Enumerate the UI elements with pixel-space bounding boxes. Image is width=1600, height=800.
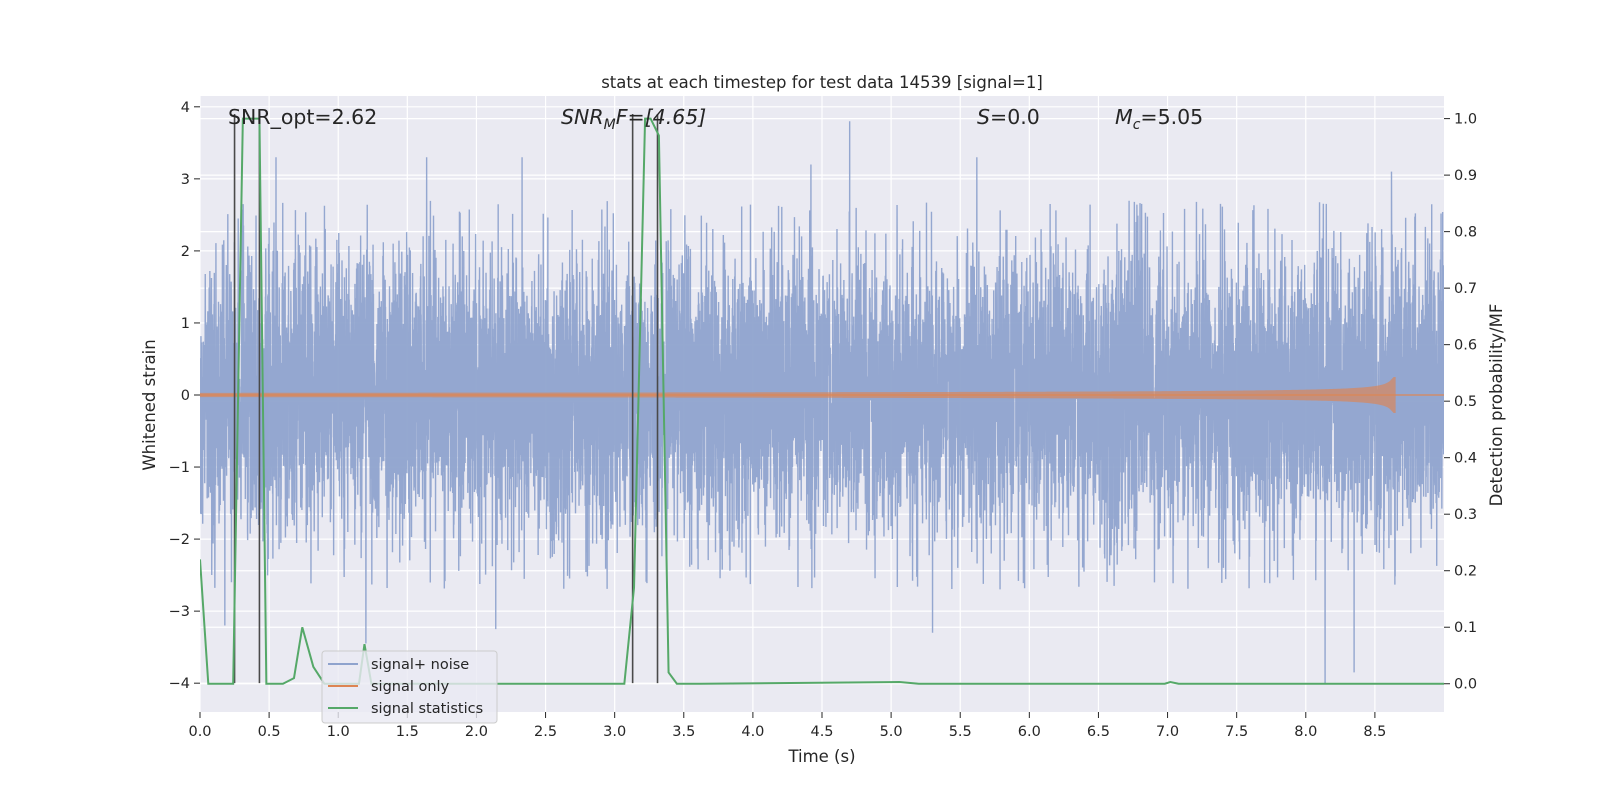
x-tick-label: 6.5 (1087, 724, 1110, 740)
y2-tick-label: 0.4 (1454, 451, 1477, 467)
y-axis-right: 0.0 0.1 0.2 0.3 0.4 0.5 0.6 0.7 0.8 0.9 1.0 (1444, 112, 1477, 693)
x-tick-label: 6.0 (1018, 724, 1041, 740)
x-tick-label: 7.5 (1225, 724, 1248, 740)
x-tick-label: 0.0 (188, 724, 211, 740)
y-tick-label: −3 (169, 604, 190, 620)
x-tick-label: 2.5 (534, 724, 557, 740)
y2-tick-label: 1.0 (1454, 112, 1477, 128)
y-tick-label: 0 (181, 388, 190, 404)
legend-label-noise: signal+ noise (371, 657, 469, 673)
chart-title: stats at each timestep for test data 145… (601, 73, 1043, 92)
y2-tick-label: 0.2 (1454, 564, 1477, 580)
legend-label-stats: signal statistics (371, 701, 483, 717)
x-tick-label: 4.5 (810, 724, 833, 740)
x-tick-label: 5.0 (880, 724, 903, 740)
x-tick-label: 0.5 (258, 724, 281, 740)
x-tick-label: 5.5 (949, 724, 972, 740)
y-axis-left: −4 −3 −2 −1 0 1 2 3 4 (169, 100, 200, 692)
legend: signal+ noise signal only signal statist… (321, 650, 498, 724)
y-tick-label: −1 (169, 460, 190, 476)
y-tick-label: −2 (169, 532, 190, 548)
y2-tick-label: 0.7 (1454, 281, 1477, 297)
x-tick-label: 1.0 (327, 724, 350, 740)
y2-tick-label: 0.8 (1454, 225, 1477, 241)
y2-tick-label: 0.0 (1454, 677, 1477, 693)
x-axis: 0.0 0.5 1.0 1.5 2.0 2.5 3.0 3.5 4.0 4.5 5.0 5.5 6.0 6… (188, 712, 1386, 740)
x-tick-label: 8.5 (1363, 724, 1386, 740)
x-tick-label: 7.0 (1156, 724, 1179, 740)
y-tick-label: −4 (169, 676, 190, 692)
y2-tick-label: 0.9 (1454, 168, 1477, 184)
x-tick-label: 4.0 (741, 724, 764, 740)
y2-axis-label: Detection probability/MF (1487, 304, 1506, 507)
legend-box (321, 650, 498, 724)
annotation-snr-mf: SNRMF=[4.65] (561, 105, 706, 133)
annotation-mc: Mc=5.05 (1115, 105, 1203, 133)
y-tick-label: 3 (181, 172, 190, 188)
x-tick-label: 3.5 (672, 724, 695, 740)
y-tick-label: 2 (181, 244, 190, 260)
x-tick-label: 8.0 (1294, 724, 1317, 740)
x-axis-label: Time (s) (787, 747, 855, 766)
x-tick-label: 1.5 (396, 724, 419, 740)
x-tick-label: 2.0 (465, 724, 488, 740)
annotation-s: S=0.0 (977, 105, 1040, 129)
x-tick-label: 3.0 (603, 724, 626, 740)
y-tick-label: 4 (181, 100, 190, 116)
y-axis-label: Whitened strain (140, 339, 159, 470)
annotation-snr-opt: SNR_opt=2.62 (228, 105, 377, 130)
y2-tick-label: 0.1 (1454, 620, 1477, 636)
y2-tick-label: 0.3 (1454, 507, 1477, 523)
legend-label-signal: signal only (371, 679, 450, 695)
y2-tick-label: 0.5 (1454, 394, 1477, 410)
y-tick-label: 1 (181, 316, 190, 332)
y2-tick-label: 0.6 (1454, 338, 1477, 354)
